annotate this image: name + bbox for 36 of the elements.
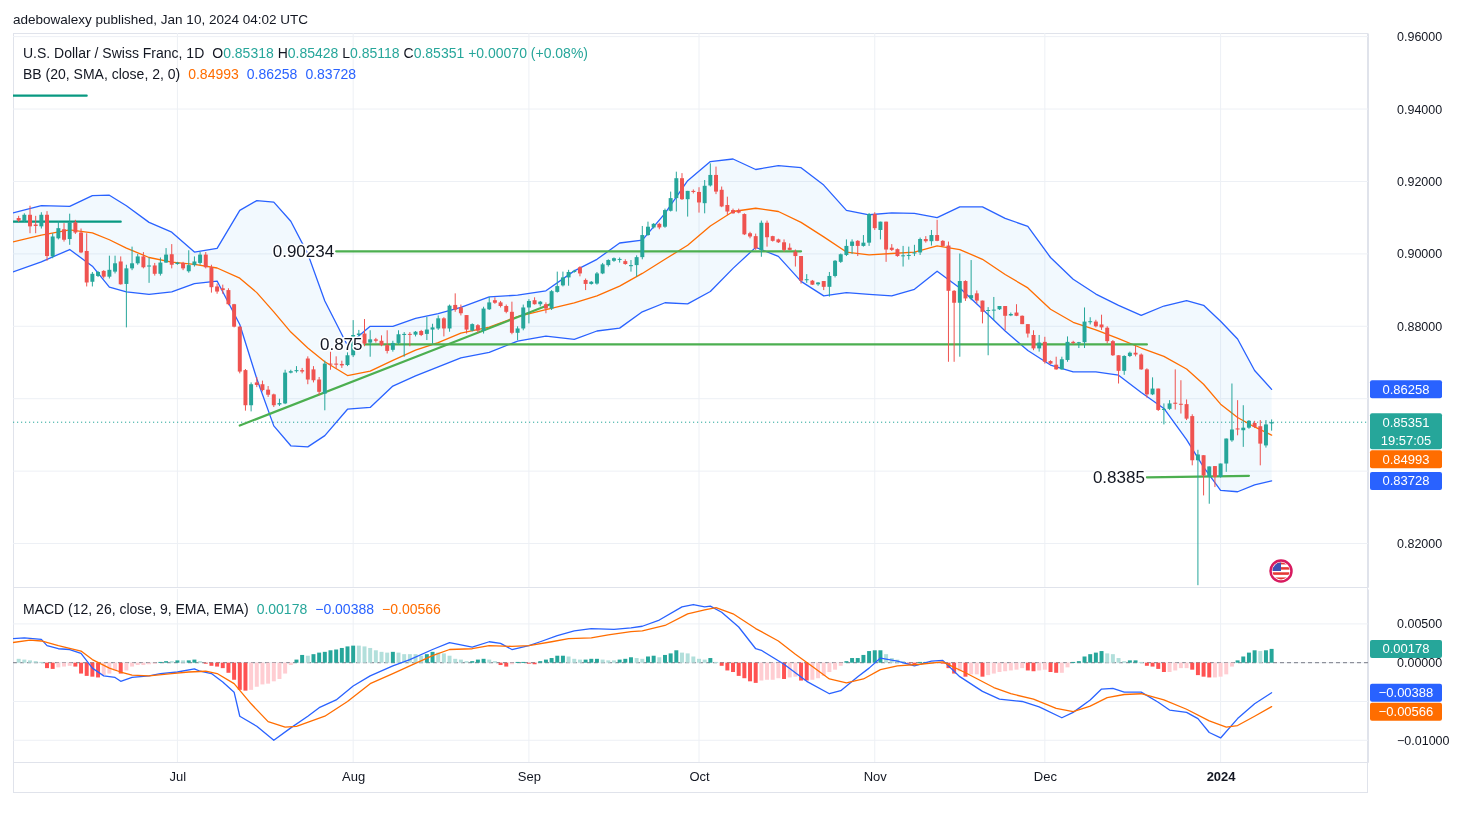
annotation: 0.83728: [305, 66, 357, 82]
ref-line-label: 0.85351: [1382, 414, 1430, 430]
annotation: 0.84993: [188, 66, 239, 82]
x-tick-label: Jul: [169, 769, 187, 785]
annotation: −0.00388: [315, 601, 375, 617]
x-tick-label: 2024: [1206, 769, 1237, 785]
text: 0.84993: [1382, 451, 1430, 467]
text: −0.00566: [1378, 704, 1434, 720]
text: U.S. Dollar / Swiss Franc, 1D: [23, 45, 205, 61]
text: MACD (12, 26, close, 9, EMA, EMA): [23, 601, 249, 617]
y-tick-label: 0.96000: [1397, 30, 1443, 45]
y-tick-label: 0.88000: [1397, 319, 1443, 334]
annotation: 0.86258: [246, 66, 298, 82]
x-tick-label: Sep: [517, 769, 541, 785]
y-tick-label: 0.00500: [1397, 617, 1443, 632]
x-tick-label: Dec: [1033, 769, 1058, 785]
y-tick-label: 0.82000: [1397, 537, 1443, 552]
x-tick-label: Nov: [863, 769, 888, 785]
annotation: −0.00566: [382, 601, 442, 617]
annotation: 0.8385: [1092, 467, 1145, 487]
x-tick-label: Oct: [689, 769, 710, 785]
text: −0.00388: [1378, 685, 1434, 701]
x-tick-label: Aug: [342, 769, 366, 785]
y-tick-label: −0.01000: [1397, 733, 1450, 748]
text: 0.00178: [1382, 641, 1430, 657]
text: 0.86258: [1382, 381, 1430, 397]
y-tick-label: 0.94000: [1397, 102, 1443, 117]
text: O0.85318 H0.85428 L0.85118 C0.85351 +0.00070 (+0.08%): [212, 45, 589, 61]
y-tick-label: 0.00000: [1397, 656, 1443, 671]
text: adebowalexy published, Jan 10, 2024 04:02 UTC: [13, 11, 309, 27]
y-tick-label: 0.92000: [1397, 174, 1443, 189]
text: 19:57:05: [1380, 432, 1432, 448]
y-tick-label: 0.90000: [1397, 247, 1443, 262]
text: 0.83728: [1382, 473, 1430, 489]
annotation: 0.00178: [256, 601, 308, 617]
text: BB (20, SMA, close, 2, 0): [23, 66, 181, 82]
